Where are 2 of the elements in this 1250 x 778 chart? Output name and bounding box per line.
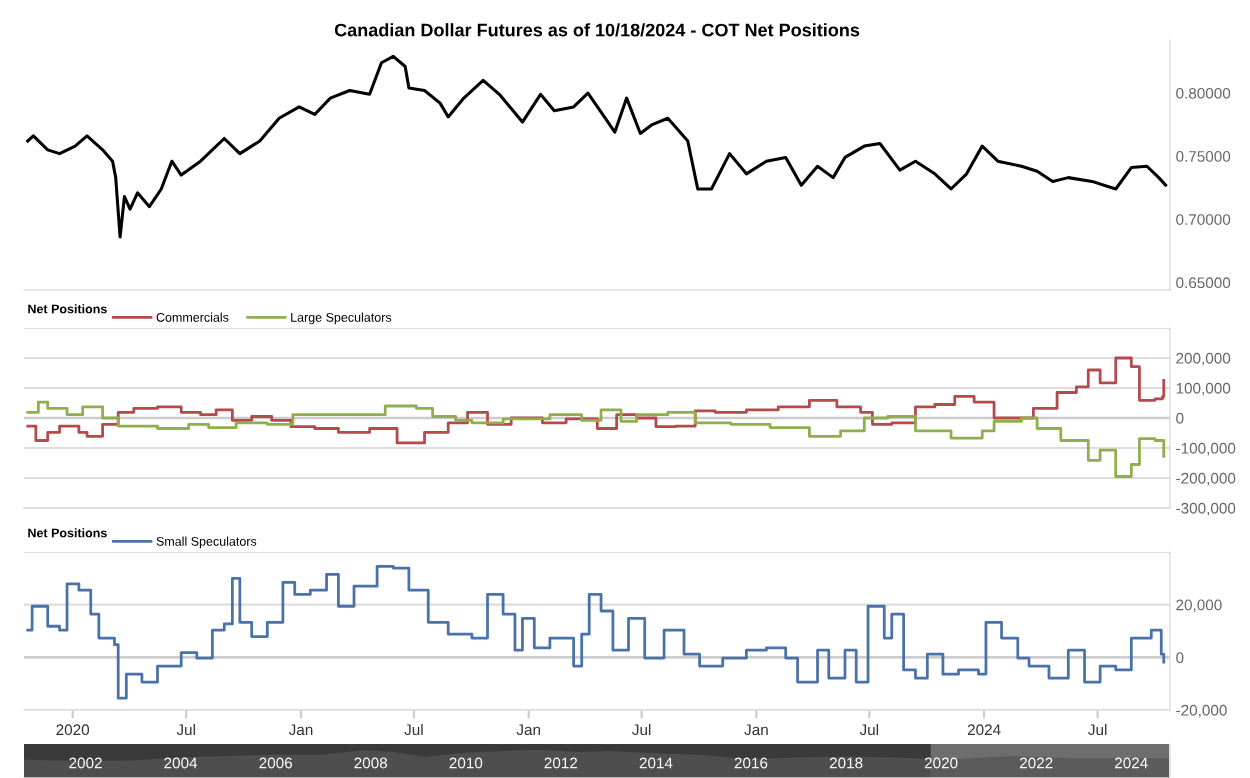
- line-series: [26, 54, 1168, 239]
- chart-title: Canadian Dollar Futures as of 10/18/2024 - COT Net Positions: [334, 23, 860, 37]
